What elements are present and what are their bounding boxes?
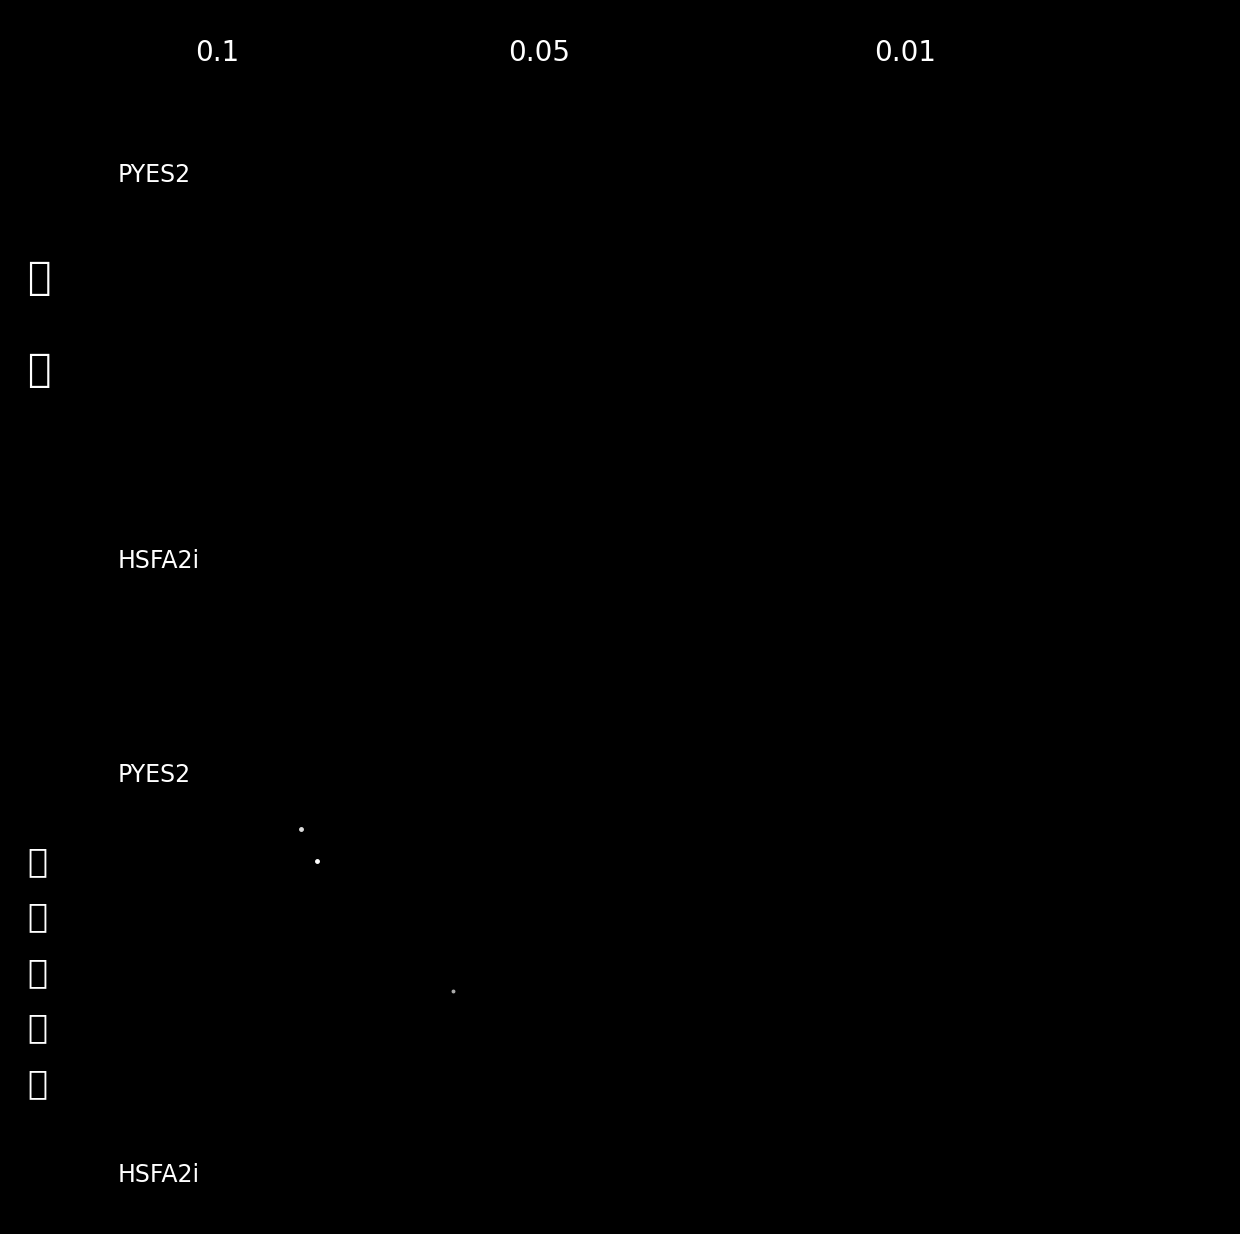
Text: 照: 照 bbox=[27, 352, 51, 389]
Text: 对: 对 bbox=[27, 259, 51, 296]
Text: 胁: 胁 bbox=[27, 901, 47, 933]
Text: 热: 热 bbox=[27, 845, 47, 877]
Text: 迫: 迫 bbox=[27, 956, 47, 988]
Text: 0.1: 0.1 bbox=[195, 39, 239, 68]
Text: PYES2: PYES2 bbox=[118, 163, 191, 188]
Text: 处: 处 bbox=[27, 1012, 47, 1044]
Text: 0.01: 0.01 bbox=[874, 39, 936, 68]
Text: 理: 理 bbox=[27, 1067, 47, 1099]
Text: PYES2: PYES2 bbox=[118, 763, 191, 787]
Text: HSFA2i: HSFA2i bbox=[118, 549, 200, 574]
Text: HSFA2i: HSFA2i bbox=[118, 1162, 200, 1187]
Text: 0.05: 0.05 bbox=[508, 39, 570, 68]
